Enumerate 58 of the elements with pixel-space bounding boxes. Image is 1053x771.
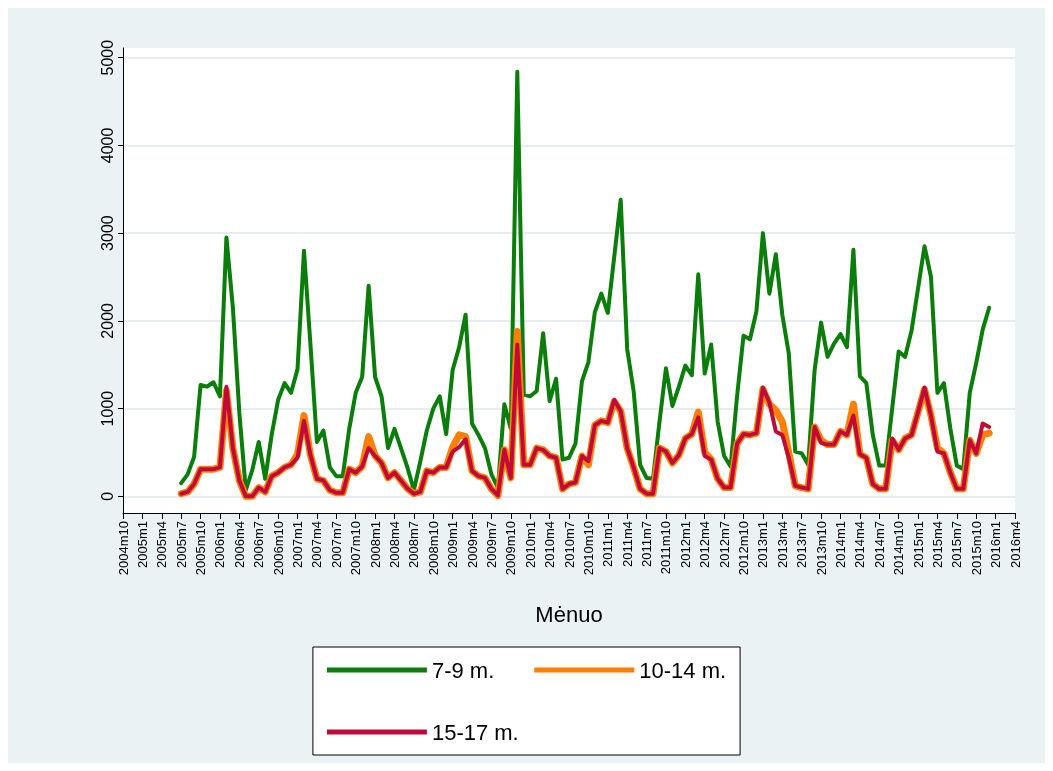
x-tick-label: 2016m4 bbox=[1007, 521, 1023, 568]
legend-label: 10-14 m. bbox=[639, 657, 727, 683]
legend-label: 15-17 m. bbox=[431, 719, 519, 745]
x-tick-label: 2005m7 bbox=[173, 521, 189, 568]
x-tick-label: 2009m1 bbox=[445, 521, 461, 568]
x-tick-label: 2008m10 bbox=[425, 521, 441, 576]
x-tick-label: 2006m7 bbox=[251, 521, 267, 568]
x-tick-label: 2009m7 bbox=[483, 521, 499, 568]
x-tick-label: 2007m7 bbox=[328, 521, 344, 568]
x-tick-label: 2007m4 bbox=[309, 521, 325, 568]
line-series bbox=[179, 69, 992, 493]
x-axis-title: Mėnuo bbox=[535, 601, 603, 627]
y-tick-label: 0 bbox=[98, 491, 116, 501]
x-tick-label: 2015m7 bbox=[949, 521, 965, 568]
x-tick-label: 2014m10 bbox=[891, 521, 907, 576]
x-tick-label: 2012m10 bbox=[736, 521, 752, 576]
x-tick-label: 2011m1 bbox=[600, 521, 616, 568]
x-tick-label: 2008m1 bbox=[367, 521, 383, 568]
x-tick-label: 2010m4 bbox=[542, 521, 558, 568]
x-tick-label: 2013m7 bbox=[794, 521, 810, 568]
x-tick-label: 2012m1 bbox=[677, 521, 693, 568]
x-tick-label: 2014m4 bbox=[852, 521, 868, 568]
x-tick-label: 2015m4 bbox=[929, 521, 945, 568]
y-tick-label: 2000 bbox=[98, 302, 116, 339]
y-tick-label: 3000 bbox=[98, 215, 116, 251]
x-tick-label: 2007m1 bbox=[290, 521, 306, 568]
y-tick-label: 1000 bbox=[98, 390, 116, 427]
x-tick-label: 2008m7 bbox=[406, 521, 422, 568]
x-tick-label: 2012m7 bbox=[716, 521, 732, 568]
x-tick-label: 2005m10 bbox=[193, 521, 209, 576]
x-tick-label: 2007m10 bbox=[348, 521, 364, 576]
x-tick-label: 2011m10 bbox=[658, 521, 674, 575]
legend-label: 7-9 m. bbox=[431, 657, 495, 683]
x-tick-label: 2004m10 bbox=[115, 521, 131, 576]
x-tick-label: 2010m7 bbox=[561, 521, 577, 568]
x-tick-label: 2009m4 bbox=[464, 521, 480, 568]
x-tick-label: 2010m1 bbox=[522, 521, 538, 568]
x-tick-label: 2011m7 bbox=[639, 521, 655, 568]
x-tick-label: 2012m4 bbox=[697, 521, 713, 568]
x-tick-label: 2013m10 bbox=[813, 521, 829, 576]
x-tick-label: 2006m4 bbox=[231, 521, 247, 568]
x-tick-label: 2006m10 bbox=[270, 521, 286, 576]
x-tick-label: 2006m1 bbox=[212, 521, 228, 568]
y-tick-label: 4000 bbox=[98, 127, 116, 164]
x-tick-label: 2005m4 bbox=[154, 521, 170, 568]
x-tick-label: 2009m10 bbox=[503, 521, 519, 576]
x-tick-label: 2013m4 bbox=[774, 521, 790, 568]
y-tick-label: 5000 bbox=[98, 39, 116, 76]
x-tick-label: 2005m1 bbox=[134, 521, 150, 568]
x-tick-label: 2015m1 bbox=[910, 521, 926, 568]
x-tick-label: 2008m4 bbox=[386, 521, 402, 568]
x-tick-label: 2011m4 bbox=[619, 521, 635, 568]
x-tick-label: 2014m7 bbox=[871, 521, 887, 568]
x-tick-label: 2013m1 bbox=[755, 521, 771, 568]
x-tick-label: 2016m1 bbox=[988, 521, 1004, 568]
x-tick-label: 2010m10 bbox=[580, 521, 596, 576]
x-tick-label: 2014m1 bbox=[832, 521, 848, 568]
x-tick-label: 2015m10 bbox=[968, 521, 984, 576]
